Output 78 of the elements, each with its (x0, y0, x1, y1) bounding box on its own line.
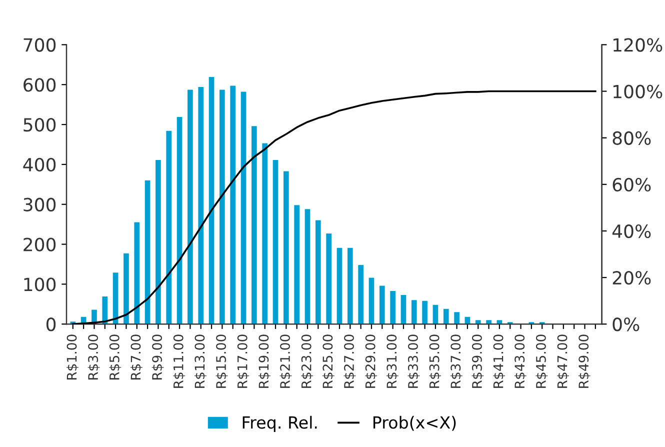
bar (220, 90, 225, 324)
x-tick-label: R$25.00 (322, 334, 334, 388)
y2-tick-label: 0% (612, 318, 640, 332)
x-tick-label: R$49.00 (578, 334, 590, 388)
bar (454, 312, 460, 324)
x-tick-label: R$37.00 (450, 334, 462, 388)
x-tick-label: R$13.00 (194, 334, 206, 388)
y2-tick-label: 120% (614, 38, 662, 52)
bar (379, 286, 385, 324)
x-tick-label: R$33.00 (408, 334, 420, 388)
x-tick-label: R$39.00 (472, 334, 484, 388)
y-tick-label: 300 (24, 198, 56, 212)
bar (358, 265, 364, 324)
y-tick-label: 500 (24, 118, 56, 132)
x-tick-label: R$9.00 (152, 334, 164, 380)
bar (294, 205, 300, 324)
bar (475, 320, 481, 324)
bar (134, 222, 140, 324)
bar (422, 300, 428, 324)
y-tick-label: 200 (24, 238, 56, 252)
bar (188, 90, 193, 324)
x-tick-label: R$7.00 (130, 334, 142, 380)
y2-tick-label: 100% (614, 84, 662, 98)
bar (102, 296, 108, 324)
bar (284, 171, 289, 324)
bar (390, 290, 396, 324)
x-tick-label: R$17.00 (237, 334, 250, 388)
legend-label: Freq. Rel. (242, 416, 317, 432)
y2-tick-label: 20% (612, 270, 651, 285)
x-tick-label: R$11.00 (173, 334, 186, 388)
bar (252, 126, 257, 324)
bar (240, 92, 246, 324)
y2-tick-label: 60% (612, 178, 651, 192)
bar (400, 294, 406, 324)
x-tick-label: R$5.00 (109, 334, 122, 380)
x-tick-label: R$43.00 (514, 334, 526, 388)
x-tick-label: R$3.00 (88, 334, 100, 380)
x-tick-label: R$29.00 (365, 334, 378, 388)
bar (316, 220, 321, 324)
bar (432, 304, 438, 324)
bar (443, 308, 449, 324)
legend-label: Prob(x<X) (373, 416, 456, 431)
y-tick-label: 700 (24, 38, 56, 52)
bar (368, 278, 374, 324)
x-tick-label: R$21.00 (280, 334, 292, 388)
bar (326, 233, 332, 324)
y2-tick-label: 40% (612, 224, 651, 238)
y-tick-label: 0 (46, 318, 56, 332)
x-tick-label: R$45.00 (536, 334, 548, 388)
bar (262, 143, 268, 324)
bar (144, 180, 150, 324)
bar (486, 320, 492, 324)
x-tick-label: R$19.00 (258, 334, 270, 388)
bar (176, 116, 182, 324)
bar (347, 248, 353, 324)
bar (230, 86, 236, 324)
bar (166, 130, 172, 324)
y-tick-label: 600 (24, 78, 56, 92)
x-tick-label: R$47.00 (557, 334, 570, 388)
x-tick-label: R$15.00 (216, 334, 228, 388)
x-tick-label: R$35.00 (429, 334, 442, 388)
x-tick-label: R$27.00 (344, 334, 356, 388)
bar (272, 160, 278, 324)
x-tick-label: R$41.00 (493, 334, 506, 388)
y-tick-label: 100 (24, 278, 56, 292)
x-tick-label: R$31.00 (386, 334, 398, 388)
bar (411, 300, 417, 324)
bar (124, 253, 129, 324)
bar (304, 209, 310, 324)
y2-tick-label: 80% (612, 131, 651, 145)
bar (336, 248, 342, 324)
bar (198, 87, 204, 324)
x-tick-label: R$1.00 (66, 334, 78, 380)
bar (208, 77, 214, 324)
x-tick-label: R$23.00 (301, 334, 314, 388)
bar (112, 272, 118, 324)
y-tick-label: 400 (23, 158, 56, 172)
bar (156, 160, 161, 324)
